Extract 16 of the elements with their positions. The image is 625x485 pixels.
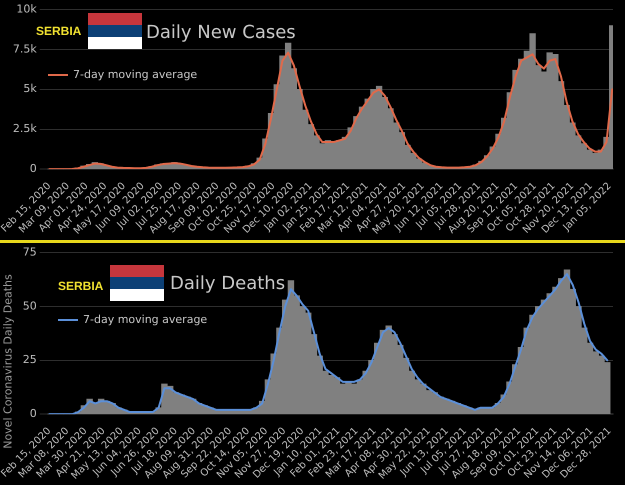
y-tick-label: 0	[30, 162, 37, 176]
y-tick-label: 50	[22, 299, 37, 312]
y-tick-label: 10k	[16, 2, 38, 16]
legend-label: 7-day moving average	[83, 313, 208, 326]
y-axis-title: Novel Coronavirus Daily Deaths	[2, 273, 14, 451]
text: Daily New Cases	[146, 22, 296, 43]
annotation: SERBIA	[58, 279, 104, 293]
y-tick-label: 75	[22, 245, 37, 258]
y-tick-label: 5k	[23, 82, 38, 96]
y-tick-label: 25	[22, 353, 37, 366]
annotation: SERBIA	[36, 24, 82, 38]
y-tick-label: 0	[30, 407, 37, 420]
y-tick-label: 2.5k	[12, 122, 38, 136]
y-tick-label: 7.5k	[12, 42, 38, 56]
text: Daily Deaths	[170, 273, 286, 294]
legend-label: 7-day moving average	[73, 68, 198, 81]
